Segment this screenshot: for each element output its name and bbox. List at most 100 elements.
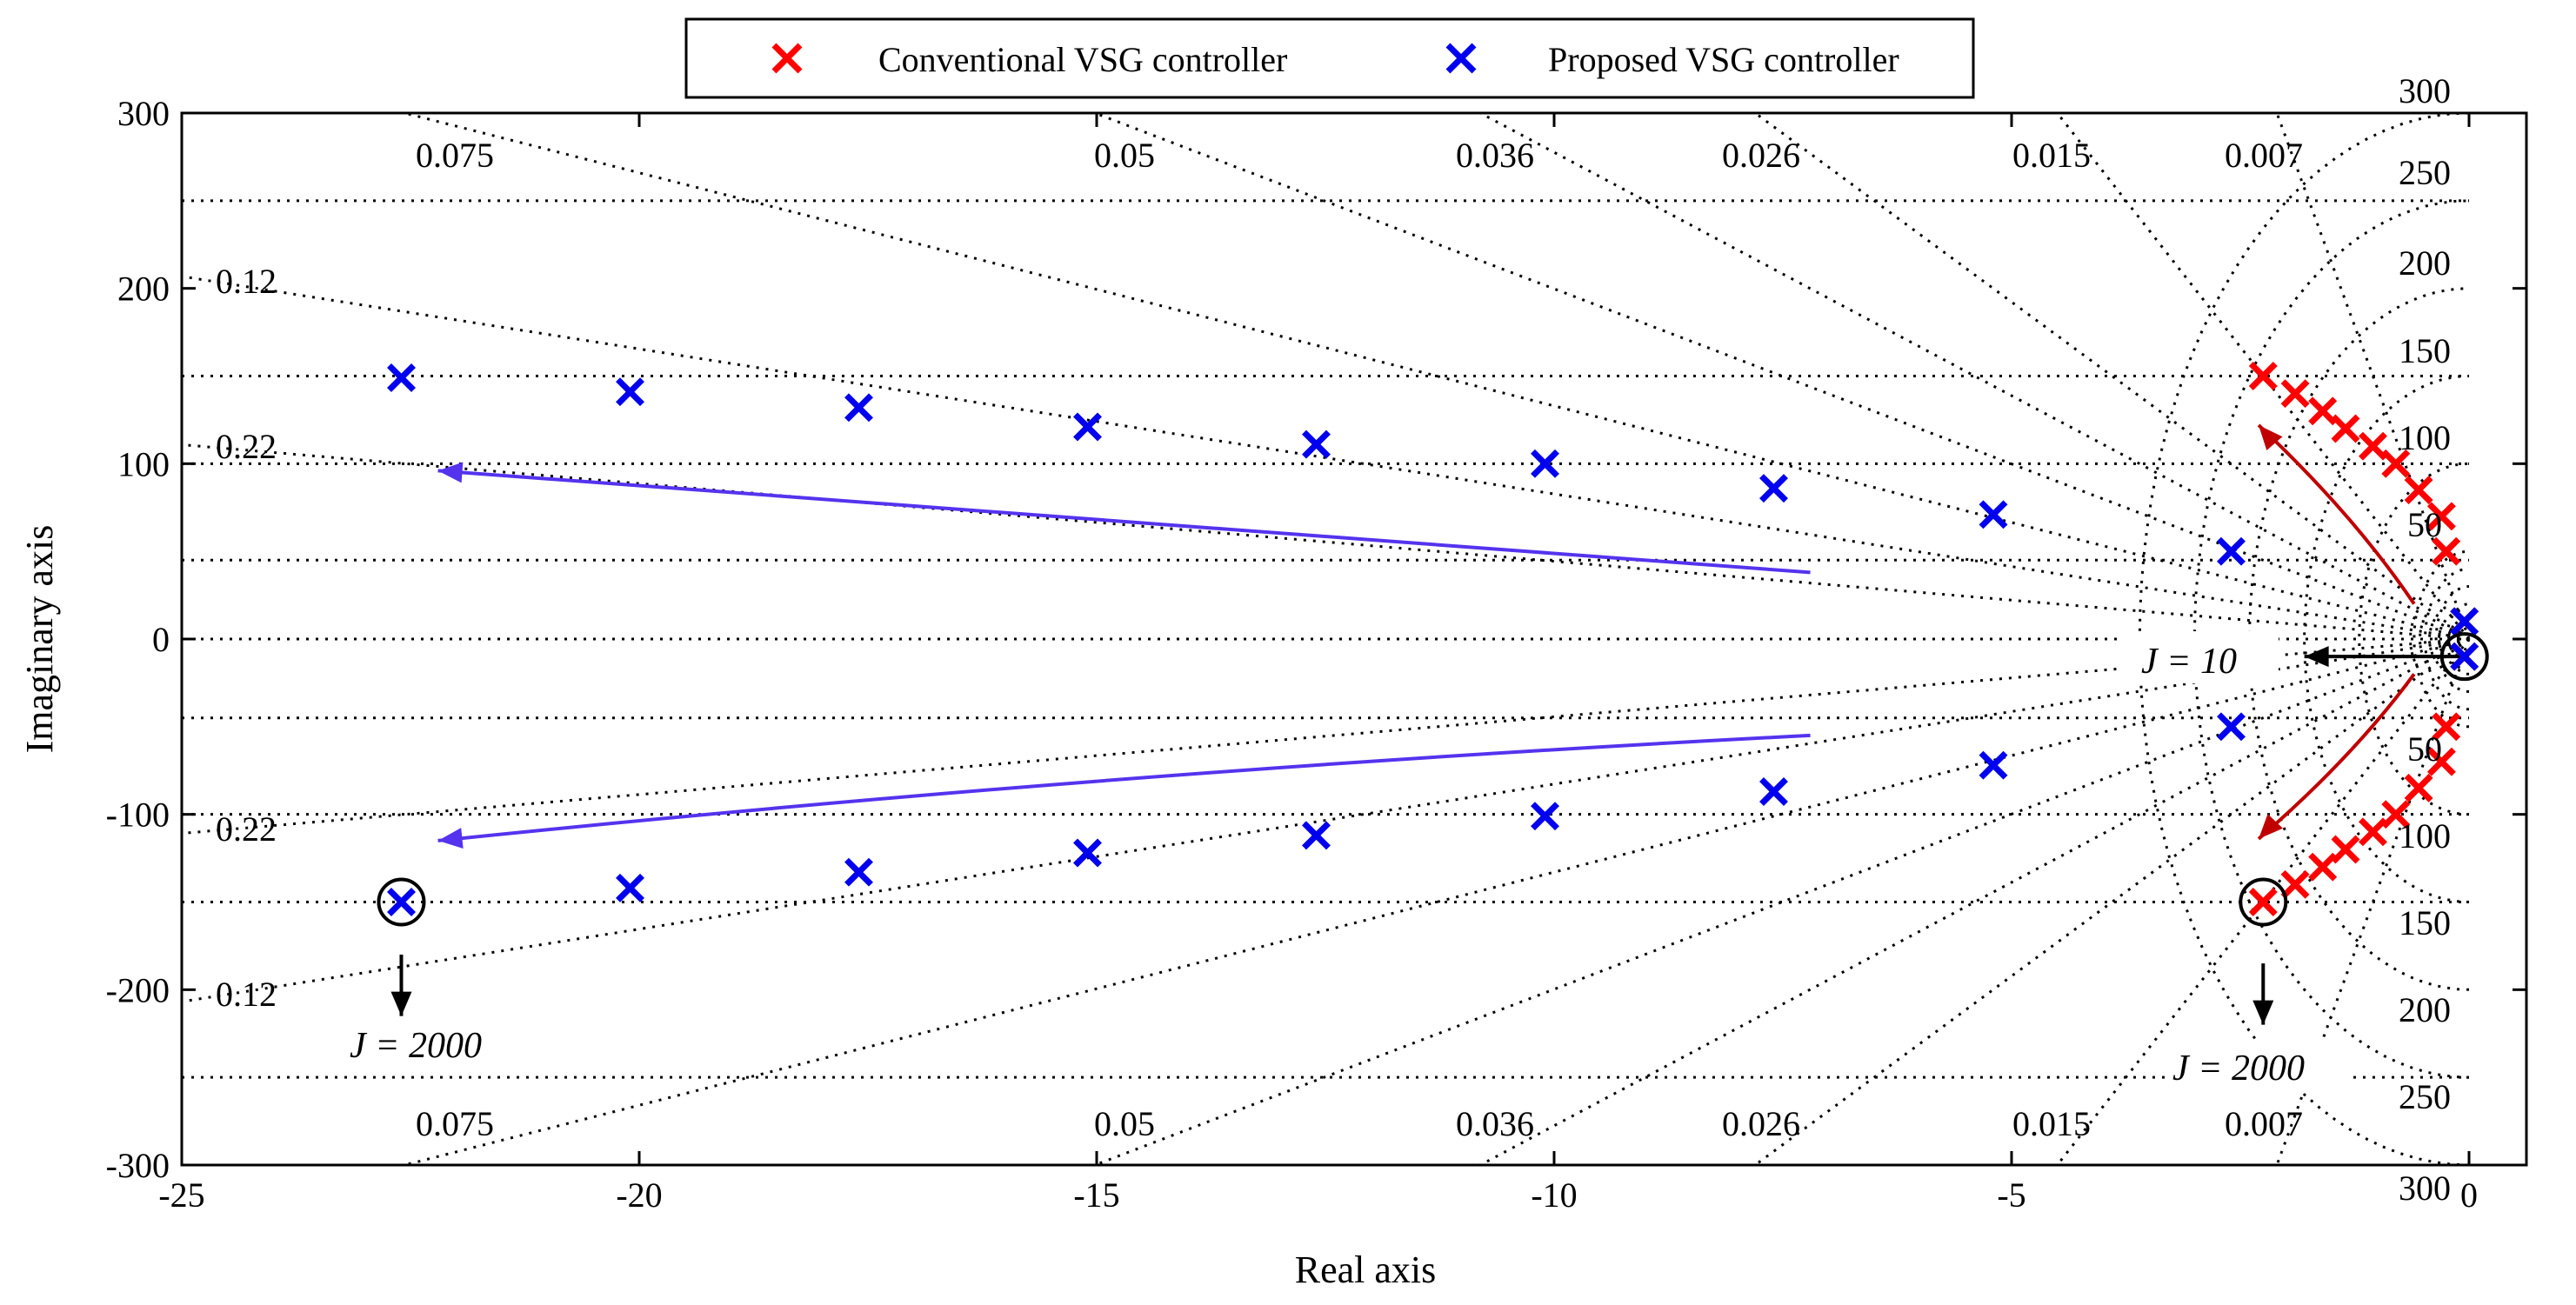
marker-stroke xyxy=(616,873,644,902)
marker-stroke xyxy=(616,377,644,407)
marker-stroke xyxy=(2308,396,2338,426)
grid-damping-line xyxy=(181,443,2470,641)
arrow-head xyxy=(437,462,464,483)
grid-damping-line xyxy=(1754,637,2470,1167)
marker-stroke xyxy=(2404,773,2433,802)
x-tick-label: -15 xyxy=(1073,1175,1119,1215)
j2000-left-annotation: J = 2000 xyxy=(350,1026,482,1066)
y-tick-label: -300 xyxy=(106,1146,170,1185)
marker-stroke xyxy=(2450,642,2479,671)
grid-frequency-arc xyxy=(2412,549,2470,729)
trend-arrow xyxy=(2257,423,2416,605)
y-tick-label: 200 xyxy=(117,270,170,309)
legend-marker-proposed xyxy=(1445,43,1477,74)
frequency-label: 200 xyxy=(2399,990,2451,1029)
highlight-circle xyxy=(2239,877,2288,927)
marker-stroke xyxy=(2280,379,2310,409)
marker-stroke xyxy=(2331,835,2360,864)
conventional-pole-marker xyxy=(2280,379,2310,409)
conventional-pole-marker xyxy=(2280,869,2310,899)
x-tick-label: -5 xyxy=(1997,1175,2025,1215)
damping-label: 0.007 xyxy=(2225,136,2303,175)
frequency-label: 100 xyxy=(2399,816,2451,856)
proposed-pole-marker xyxy=(616,377,644,407)
j2000-left-label-bg xyxy=(339,1017,522,1069)
x-tick-label: 0 xyxy=(2460,1175,2478,1215)
grid-damping-line xyxy=(404,637,2470,1167)
proposed-pole-marker xyxy=(1531,449,1559,478)
arrow-head xyxy=(2252,1000,2274,1025)
proposed-pole-marker xyxy=(387,888,416,916)
frequency-labels: 300 250 200 150 100 50 50 100 150 200 25… xyxy=(2399,71,2451,1208)
frequency-label: 200 xyxy=(2399,243,2451,283)
marker-stroke xyxy=(2359,431,2387,461)
j10-annotation: J = 10 xyxy=(2141,642,2237,682)
frequency-label: 250 xyxy=(2399,1077,2451,1116)
marker-stroke xyxy=(1531,802,1559,831)
marker-stroke xyxy=(1979,750,2008,780)
arrow-head xyxy=(390,991,412,1016)
marker-stroke xyxy=(2432,536,2461,566)
frequency-label: 300 xyxy=(2399,1169,2451,1208)
arrow-head xyxy=(437,828,464,849)
marker-stroke xyxy=(844,857,873,887)
grid-damping-line xyxy=(2056,638,2471,1166)
grid-damping-line xyxy=(1754,111,2470,641)
trend-arrow xyxy=(2257,673,2416,841)
damping-label: 0.026 xyxy=(1722,1104,1800,1143)
conventional-pole-marker xyxy=(2308,396,2338,426)
proposed-pole-marker xyxy=(1979,750,2008,780)
damping-label: 0.12 xyxy=(216,262,277,301)
conventional-pole-marker xyxy=(2248,362,2278,390)
marker-stroke xyxy=(2280,869,2310,899)
grid-damping-line xyxy=(1094,111,2470,641)
proposed-pole-marker xyxy=(1759,777,1788,806)
j10-label-bg xyxy=(2122,631,2279,683)
frequency-label: 250 xyxy=(2399,153,2451,192)
y-tick-label: 0 xyxy=(152,620,170,659)
marker-stroke xyxy=(2450,607,2479,636)
j2000-right-annotation: J = 2000 xyxy=(2172,1049,2305,1089)
damping-labels-top: 0.075 0.05 0.036 0.026 0.015 0.007 xyxy=(416,136,2303,175)
proposed-pole-marker xyxy=(2217,712,2246,742)
conventional-pole-marker xyxy=(2426,747,2456,776)
marker-stroke xyxy=(2217,712,2246,742)
proposed-pole-marker xyxy=(1979,500,2008,529)
marker-stroke xyxy=(1979,500,2008,529)
damping-labels-bottom: 0.075 0.05 0.036 0.026 0.015 0.007 xyxy=(416,1104,2303,1143)
x-tick-label: -10 xyxy=(1531,1175,1577,1215)
y-axis-label: Imaginary axis xyxy=(18,525,61,754)
proposed-pole-marker xyxy=(1302,821,1331,850)
damping-labels-left: 0.12 0.22 0.22 0.12 xyxy=(216,262,277,1014)
marker-stroke xyxy=(387,363,416,392)
marker-stroke xyxy=(2381,449,2411,478)
marker-stroke xyxy=(2432,712,2461,742)
damping-label: 0.12 xyxy=(216,975,277,1014)
arrow-head xyxy=(2259,814,2283,839)
legend-marker-conventional xyxy=(771,43,803,74)
x-axis-label: Real axis xyxy=(1295,1248,1437,1291)
marker-stroke xyxy=(387,888,416,916)
marker-stroke xyxy=(2248,888,2278,916)
marker-stroke xyxy=(2217,536,2246,566)
marker-stroke xyxy=(2404,476,2433,505)
conventional-pole-marker xyxy=(2432,536,2461,566)
grid-damping-line xyxy=(1094,637,2470,1167)
grid-frequency-arc xyxy=(2247,287,2470,991)
proposed-pole-marker xyxy=(844,857,873,887)
marker-stroke xyxy=(2426,747,2456,776)
highlight-circles xyxy=(377,632,2489,927)
arrow-head xyxy=(2304,646,2329,668)
grid-frequency-arc xyxy=(2434,585,2470,693)
proposed-pole-marker xyxy=(844,393,873,423)
marker-stroke xyxy=(1531,449,1559,478)
marker-stroke xyxy=(1073,838,1102,868)
frequency-label: 50 xyxy=(2407,505,2442,544)
proposed-pole-marker xyxy=(1302,429,1331,459)
conventional-pole-marker xyxy=(2432,712,2461,742)
conventional-pole-marker xyxy=(2331,835,2360,864)
y-tick-label: 100 xyxy=(117,444,170,483)
marker-stroke xyxy=(1302,821,1331,850)
j2000-right-label-bg xyxy=(2166,1040,2348,1092)
